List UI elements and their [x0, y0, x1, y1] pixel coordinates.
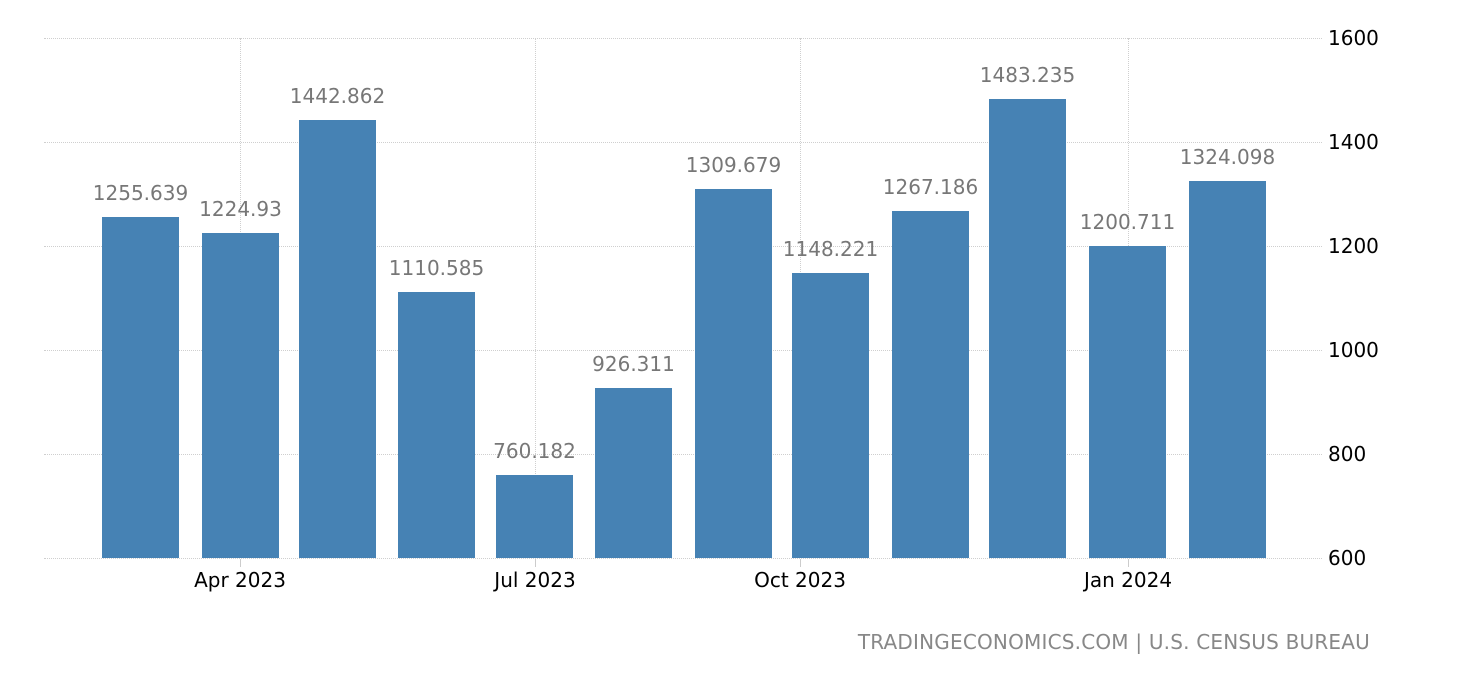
bar-value-label: 1442.862: [289, 83, 386, 108]
bar: [989, 98, 1066, 558]
y-tick-label: 1000: [1328, 338, 1379, 362]
bar-value-label: 1110.585: [388, 256, 485, 281]
bar: [892, 211, 969, 558]
gridline: [535, 38, 536, 558]
x-tick-label: Apr 2023: [194, 568, 286, 592]
y-tick-label: 800: [1328, 442, 1367, 466]
x-tick-mark: [1128, 559, 1129, 567]
x-tick-label: Jan 2024: [1083, 568, 1173, 592]
bar-value-label: 1224.93: [199, 197, 282, 222]
gridline: [44, 38, 1322, 39]
y-tick-label: 1200: [1328, 234, 1379, 258]
x-tick-mark: [535, 559, 536, 567]
bar: [1089, 245, 1166, 558]
bar-value-label: 926.311: [592, 352, 675, 377]
bar-value-label: 760.182: [493, 438, 576, 463]
x-tick-mark: [800, 559, 801, 567]
gridline: [44, 558, 1322, 559]
bar: [398, 292, 475, 558]
bar: [496, 474, 573, 558]
bar: [792, 272, 869, 558]
bar: [1189, 181, 1266, 558]
y-tick-label: 600: [1328, 546, 1367, 570]
gridline: [44, 454, 1322, 455]
bar-value-label: 1200.711: [1079, 209, 1176, 234]
bar: [299, 119, 376, 558]
y-tick-label: 1400: [1328, 130, 1379, 154]
bar-value-label: 1267.186: [882, 175, 979, 200]
source-attribution: TRADINGECONOMICS.COM | U.S. CENSUS BUREA…: [857, 630, 1370, 654]
x-tick-mark: [240, 559, 241, 567]
bar-value-label: 1324.098: [1179, 145, 1276, 170]
bar: [202, 233, 279, 558]
bar-value-label: 1148.221: [782, 236, 879, 261]
bar-value-label: 1255.639: [92, 181, 189, 206]
bar-value-label: 1309.679: [685, 152, 782, 177]
bar-value-label: 1483.235: [979, 62, 1076, 87]
gridline: [44, 142, 1322, 143]
gridline: [44, 246, 1322, 247]
y-tick-label: 1600: [1328, 26, 1379, 50]
bar: [595, 388, 672, 558]
gridline: [44, 350, 1322, 351]
bar: [695, 188, 772, 558]
x-tick-label: Oct 2023: [754, 568, 846, 592]
bar: [102, 217, 179, 558]
x-tick-label: Jul 2023: [494, 568, 576, 592]
